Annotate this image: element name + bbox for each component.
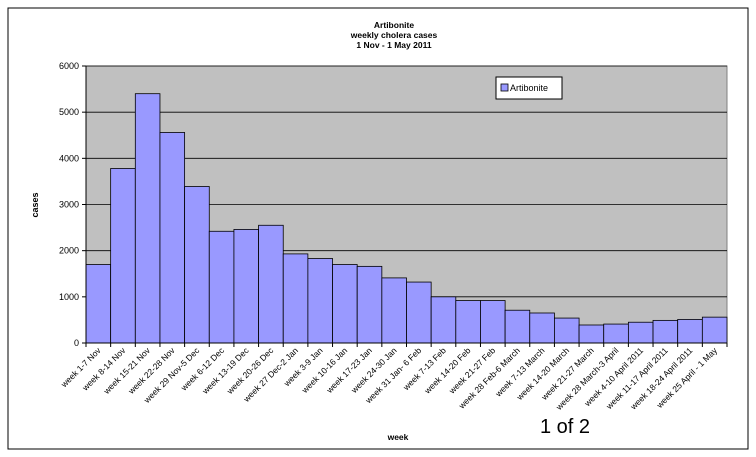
bar <box>208 230 235 344</box>
bar <box>184 186 210 344</box>
y-tick-label: 6000 <box>59 61 79 71</box>
bar <box>233 229 259 344</box>
bar <box>701 316 728 344</box>
bars <box>85 93 728 344</box>
x-axis-label: week <box>387 432 409 442</box>
bar <box>258 224 284 344</box>
bar <box>578 324 605 344</box>
bar <box>356 265 383 344</box>
bar <box>504 309 531 344</box>
legend-swatch <box>500 83 509 92</box>
bar <box>110 168 136 344</box>
y-axis-label: cases <box>30 192 40 217</box>
bar <box>282 253 309 344</box>
bar <box>677 319 703 344</box>
bar <box>134 93 161 344</box>
legend-label: Artibonite <box>510 83 548 93</box>
bar <box>603 323 629 344</box>
y-tick-label: 5000 <box>59 107 79 117</box>
y-tick-label: 4000 <box>59 153 79 163</box>
y-axis: 0 1000 2000 3000 4000 5000 6000 <box>59 61 87 348</box>
bar <box>652 319 679 344</box>
bar <box>332 264 358 344</box>
bar <box>430 296 457 344</box>
legend-box <box>495 76 563 100</box>
bar <box>381 277 407 344</box>
bar <box>406 281 432 344</box>
bar <box>627 321 654 344</box>
bar <box>480 300 506 344</box>
y-tick-label: 3000 <box>59 200 79 210</box>
y-tick-label: 0 <box>74 338 79 348</box>
chart-title-line: weekly cholera cases <box>350 30 438 40</box>
chart-title-line: 1 Nov - 1 May 2011 <box>356 40 431 50</box>
bar <box>554 317 580 344</box>
chart-title-line: Artibonite <box>374 20 414 30</box>
bar <box>159 132 186 344</box>
bar <box>307 258 333 344</box>
bar <box>85 264 112 344</box>
bar <box>455 300 481 344</box>
bar <box>529 312 555 344</box>
y-tick-label: 1000 <box>59 292 79 302</box>
y-tick-label: 2000 <box>59 246 79 256</box>
legend: Artibonite <box>495 76 563 100</box>
page-indicator: 1 of 2 <box>540 416 590 438</box>
